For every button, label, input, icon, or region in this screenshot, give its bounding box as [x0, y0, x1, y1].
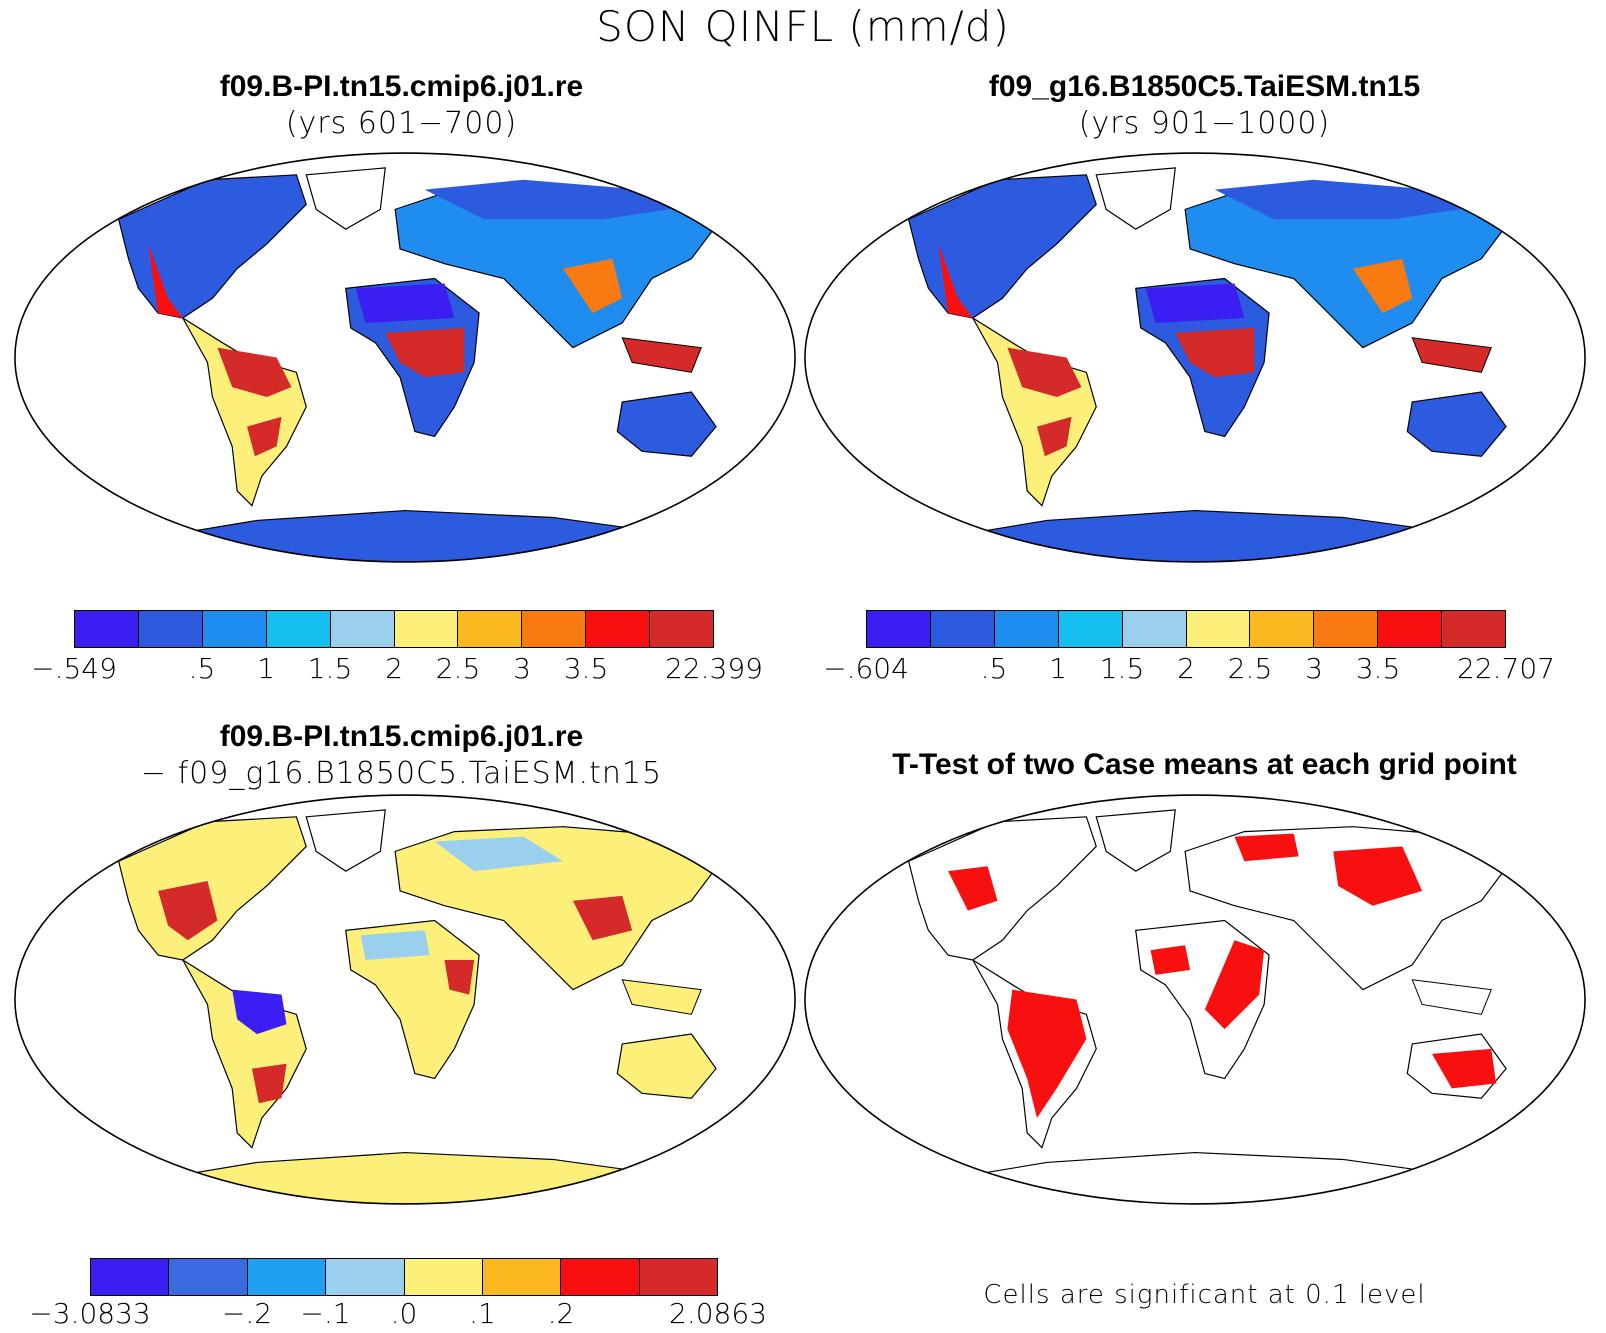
colorbar-tick-label: 2 [385, 652, 403, 685]
colorbar-segment [266, 611, 331, 647]
colorbar-tick-label: 2.5 [1227, 652, 1273, 685]
panel1-title-case: f09.B-PI.tn15.cmip6.j01.re [219, 70, 584, 103]
colorbar-segment [202, 611, 267, 647]
colorbar-tick-label: 2 [1177, 652, 1195, 685]
colorbar-segment [639, 1259, 717, 1295]
colorbar-tick-label: −3.0833 [29, 1297, 151, 1330]
colorbar-segment [1122, 611, 1187, 647]
colorbar-difference [90, 1258, 718, 1296]
colorbar-tick-label: 22.707 [1457, 652, 1555, 685]
colorbar-segment [404, 1259, 483, 1295]
colorbar-tick-label: 3.5 [563, 652, 609, 685]
colorbar-tick-label: 1.5 [1099, 652, 1145, 685]
colorbar-segment [482, 1259, 562, 1295]
colorbar-tick-label: 22.399 [665, 652, 763, 685]
colorbar-segment [586, 611, 651, 647]
colorbar-segment [75, 611, 139, 647]
colorbar-tick-label: −.604 [823, 652, 909, 685]
colorbar-case1-labels: −.549 .5 1 1.5 2 2.5 3 3.5 22.399 [31, 652, 763, 688]
panel2-title: f09_g16.B1850C5.TaiESM.tn15 (yrs 901−100… [803, 70, 1606, 141]
map-difference [14, 794, 796, 1205]
colorbar-tick-label: 2.0863 [669, 1297, 767, 1330]
colorbar-segment [138, 611, 203, 647]
colorbar-tick-label: −.1 [300, 1297, 351, 1330]
panel2-title-years: (yrs 901−1000) [1078, 106, 1331, 141]
panel4-title: T-Test of two Case means at each grid po… [803, 748, 1606, 782]
colorbar-case1 [74, 610, 714, 648]
colorbar-tick-label: 1 [257, 652, 275, 685]
colorbar-segment [522, 611, 587, 647]
colorbar-tick-label: −.2 [221, 1297, 273, 1330]
panel3-title-case: f09.B-PI.tn15.cmip6.j01.re [219, 720, 584, 753]
colorbar-tick-label: 3.5 [1355, 652, 1401, 685]
colorbar-segment [1058, 611, 1123, 647]
colorbar-segment [867, 611, 931, 647]
colorbar-segment [326, 1259, 405, 1295]
colorbar-segment [650, 611, 714, 647]
colorbar-tick-label: .0 [390, 1297, 418, 1330]
colorbar-difference-labels: −3.0833 −.2 −.1 .0 .1 .2 2.0863 [29, 1297, 767, 1333]
significance-note: Cells are significant at 0.1 level [983, 1280, 1426, 1310]
map-ttest [804, 794, 1586, 1205]
colorbar-segment [994, 611, 1059, 647]
colorbar-segment [930, 611, 995, 647]
map-case1 [14, 152, 796, 563]
colorbar-tick-label: .5 [188, 652, 216, 685]
colorbar-tick-label: .2 [547, 1297, 575, 1330]
colorbar-tick-label: .1 [469, 1297, 496, 1330]
colorbar-segment [458, 611, 523, 647]
colorbar-segment [247, 1259, 327, 1295]
colorbar-tick-label: 1.5 [307, 652, 353, 685]
colorbar-segment [1442, 611, 1506, 647]
panel2-title-case: f09_g16.B1850C5.TaiESM.tn15 [988, 70, 1421, 103]
colorbar-segment [394, 611, 459, 647]
colorbar-segment [1378, 611, 1443, 647]
panel3-title: f09.B-PI.tn15.cmip6.j01.re − f09_g16.B18… [0, 720, 803, 791]
colorbar-tick-label: .5 [980, 652, 1008, 685]
colorbar-segment [1186, 611, 1251, 647]
colorbar-case2 [866, 610, 1506, 648]
panel1-title-years: (yrs 601−700) [285, 106, 518, 141]
panel1-title: f09.B-PI.tn15.cmip6.j01.re (yrs 601−700) [0, 70, 803, 141]
colorbar-case2-labels: −.604 .5 1 1.5 2 2.5 3 3.5 22.707 [823, 652, 1555, 688]
figure-title: SON QINFL (mm/d) [596, 2, 1010, 51]
colorbar-tick-label: 3 [513, 652, 531, 685]
colorbar-segment [1314, 611, 1379, 647]
map-case2 [804, 152, 1586, 563]
panel3-title-diff: − f09_g16.B1850C5.TaiESM.tn15 [140, 756, 663, 791]
colorbar-segment [330, 611, 395, 647]
colorbar-segment [169, 1259, 248, 1295]
colorbar-tick-label: 3 [1305, 652, 1323, 685]
colorbar-tick-label: 2.5 [435, 652, 481, 685]
colorbar-tick-label: −.549 [31, 652, 117, 685]
colorbar-segment [1250, 611, 1315, 647]
panel4-title-ttest: T-Test of two Case means at each grid po… [892, 748, 1517, 781]
colorbar-tick-label: 1 [1049, 652, 1067, 685]
colorbar-segment [561, 1259, 640, 1295]
colorbar-segment [91, 1259, 170, 1295]
